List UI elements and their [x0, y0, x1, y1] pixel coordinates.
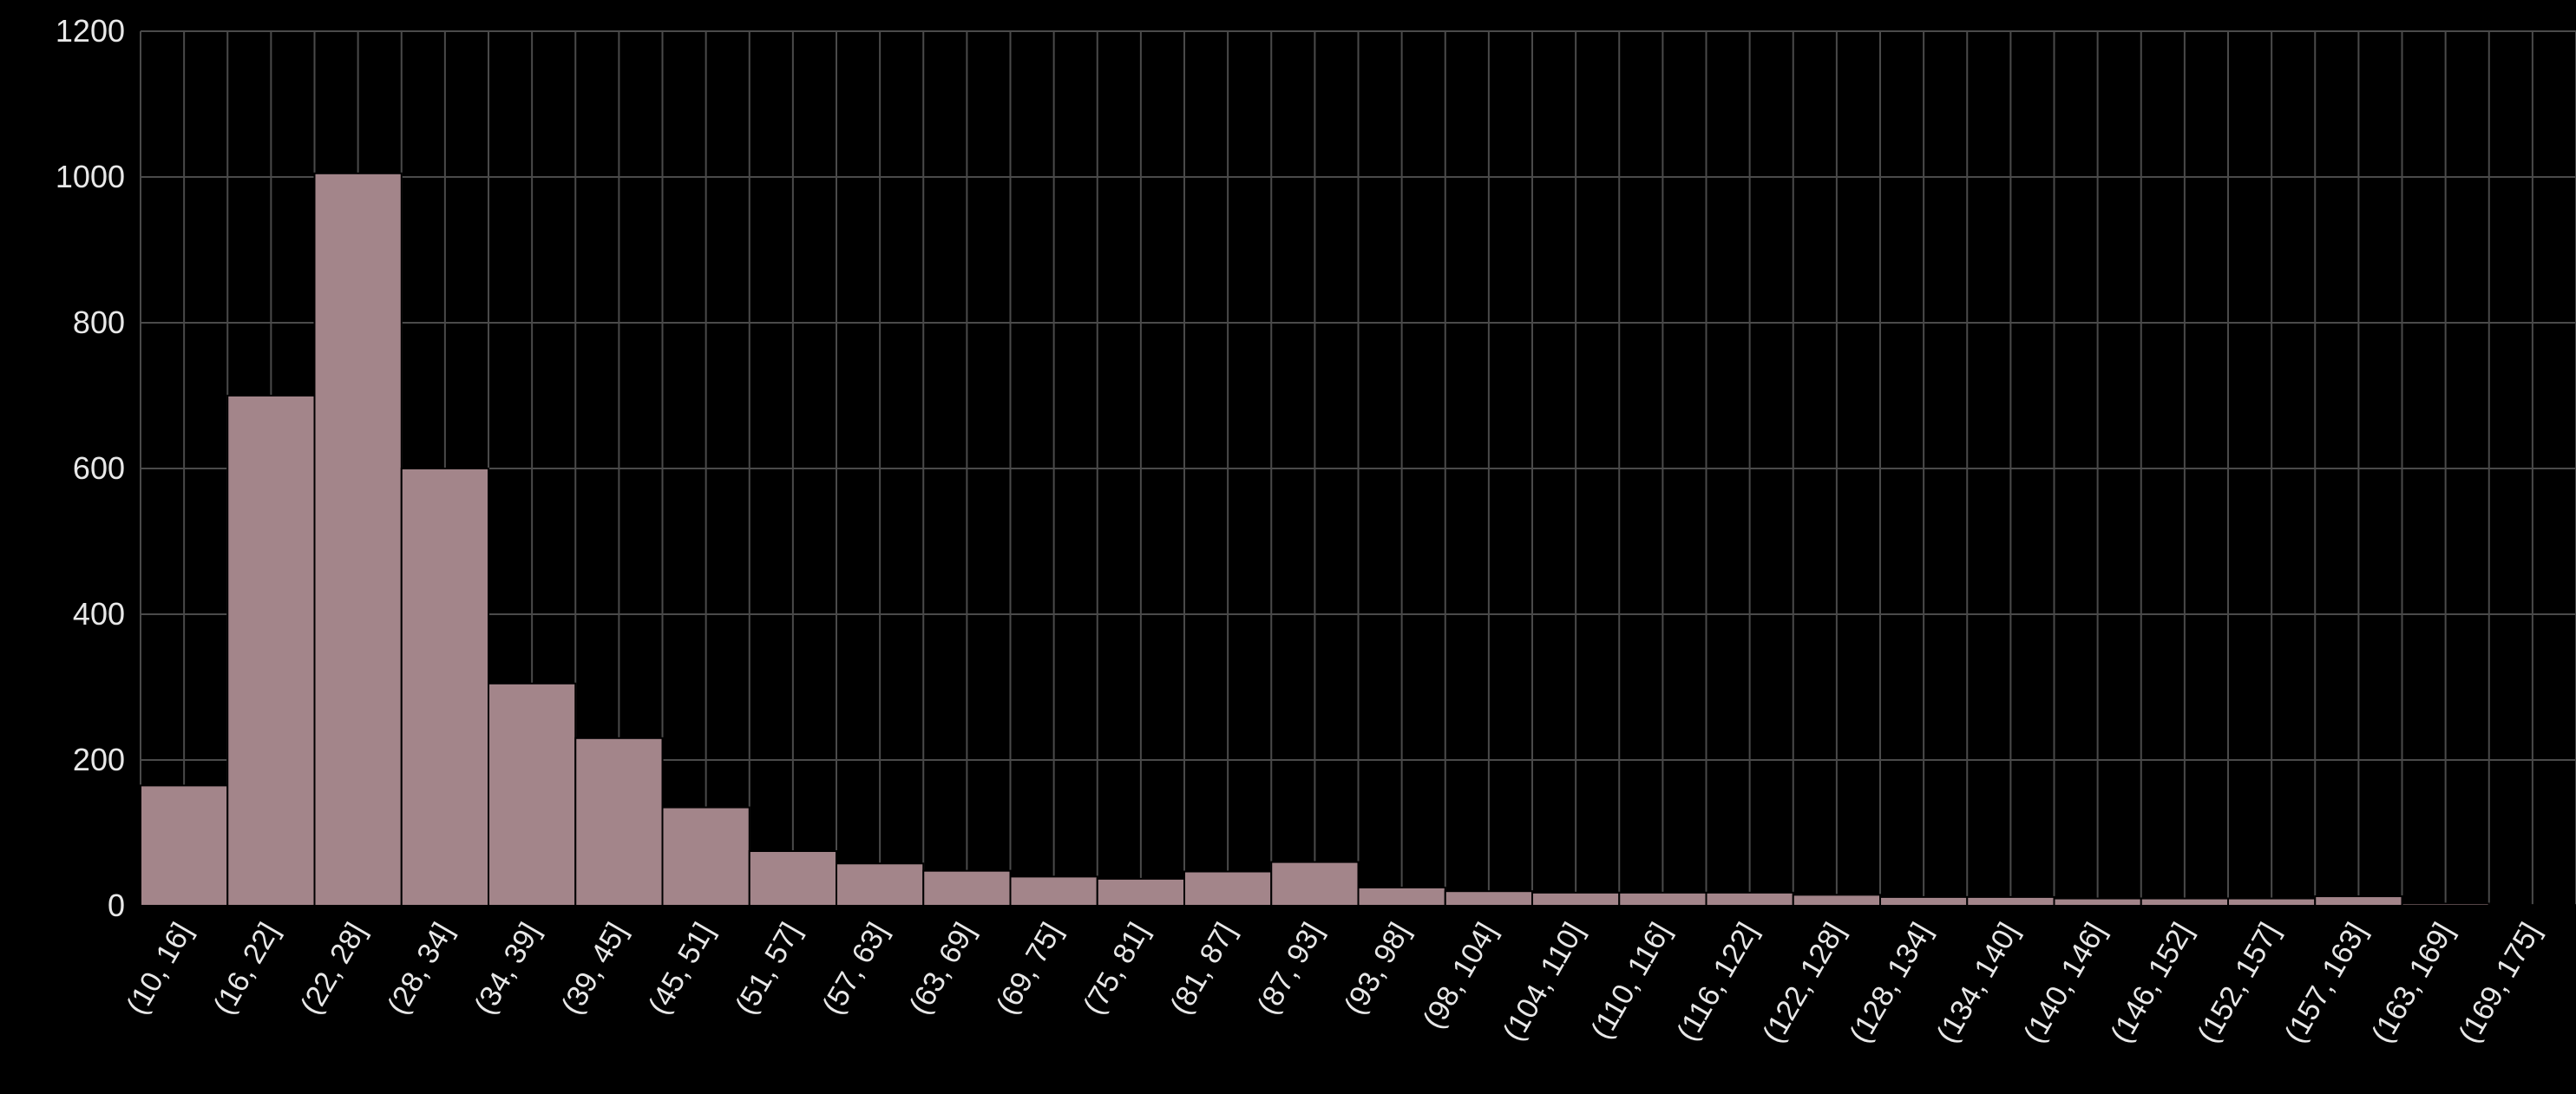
x-tick-label: (93, 98] [1338, 917, 1417, 1020]
x-tick-label: (116, 122] [1670, 917, 1764, 1046]
histogram-bar [922, 869, 1012, 907]
x-tick-label: (157, 163] [2278, 917, 2373, 1049]
x-tick-label: (63, 69] [903, 917, 982, 1020]
histogram-bar [1792, 894, 1881, 907]
y-tick-label: 1000 [56, 159, 125, 194]
histogram-bar [1966, 895, 2055, 907]
histogram-bar [1705, 891, 1794, 907]
x-tick-label: (10, 16] [120, 917, 199, 1020]
histogram-bar [2140, 897, 2229, 907]
histogram-bar [1357, 887, 1446, 907]
histogram-bar [2053, 897, 2142, 907]
x-tick-label: (39, 45] [555, 917, 634, 1020]
histogram-bar [400, 468, 489, 907]
histogram-bar [140, 784, 229, 907]
histogram-bar [313, 172, 403, 907]
x-tick-label: (75, 81] [1077, 917, 1156, 1020]
histogram-bar [1618, 891, 1708, 907]
histogram-bar [1096, 877, 1185, 907]
x-tick-label: (146, 152] [2104, 917, 2199, 1049]
histogram-bar [836, 862, 925, 907]
x-tick-label: (45, 51] [642, 917, 721, 1020]
x-tick-label: (128, 134] [1844, 917, 1938, 1049]
histogram-bar [2401, 902, 2490, 907]
x-tick-label: (98, 104] [1417, 917, 1504, 1034]
histogram-bar [1270, 861, 1360, 907]
x-tick-label: (81, 87] [1163, 917, 1242, 1020]
y-tick-label: 600 [73, 450, 125, 486]
y-tick-label: 200 [73, 742, 125, 777]
x-tick-label: (169, 175] [2452, 917, 2547, 1049]
x-tick-label: (152, 157] [2192, 917, 2286, 1049]
y-tick-label: 0 [108, 888, 125, 923]
x-axis-tick-labels: (10, 16] (16, 22] (22, 28] (28, 34] (34, 39]… [120, 917, 2547, 1049]
histogram-bar [1009, 875, 1098, 907]
y-axis-tick-labels: 0 200 400 600 800 1000 1200 [56, 13, 125, 923]
histogram-bar [2488, 904, 2576, 907]
x-tick-label: (104, 110] [1497, 917, 1590, 1046]
x-tick-label: (34, 39] [468, 917, 547, 1020]
histogram-bar [661, 806, 751, 907]
histogram-bar [1531, 891, 1621, 907]
x-tick-label: (87, 93] [1251, 917, 1330, 1020]
x-tick-label: (134, 140] [1930, 917, 2025, 1049]
x-tick-label: (51, 57] [729, 917, 808, 1020]
histogram-bar [2227, 897, 2317, 907]
y-tick-label: 400 [73, 596, 125, 632]
x-tick-label: (28, 34] [381, 917, 460, 1020]
x-tick-label: (57, 63] [816, 917, 895, 1020]
x-tick-label: (69, 75] [990, 917, 1069, 1020]
histogram-bar [226, 395, 316, 907]
x-tick-label: (122, 128] [1756, 917, 1851, 1049]
histogram-bar [2314, 895, 2403, 907]
x-tick-label: (16, 22] [207, 917, 286, 1020]
y-tick-label: 1200 [56, 13, 125, 49]
x-tick-label: (22, 28] [294, 917, 373, 1020]
histogram-bar [488, 682, 577, 907]
histogram-bar [748, 850, 837, 907]
histogram-bar [1183, 870, 1273, 907]
y-tick-label: 800 [73, 305, 125, 340]
histogram-bar [1879, 895, 1969, 907]
bars [140, 172, 2576, 907]
x-tick-label: (140, 146] [2017, 917, 2112, 1049]
x-tick-label: (110, 116] [1584, 917, 1677, 1045]
histogram-bar [1444, 890, 1533, 907]
histogram-bar [574, 737, 664, 907]
x-tick-label: (163, 169] [2365, 917, 2460, 1049]
